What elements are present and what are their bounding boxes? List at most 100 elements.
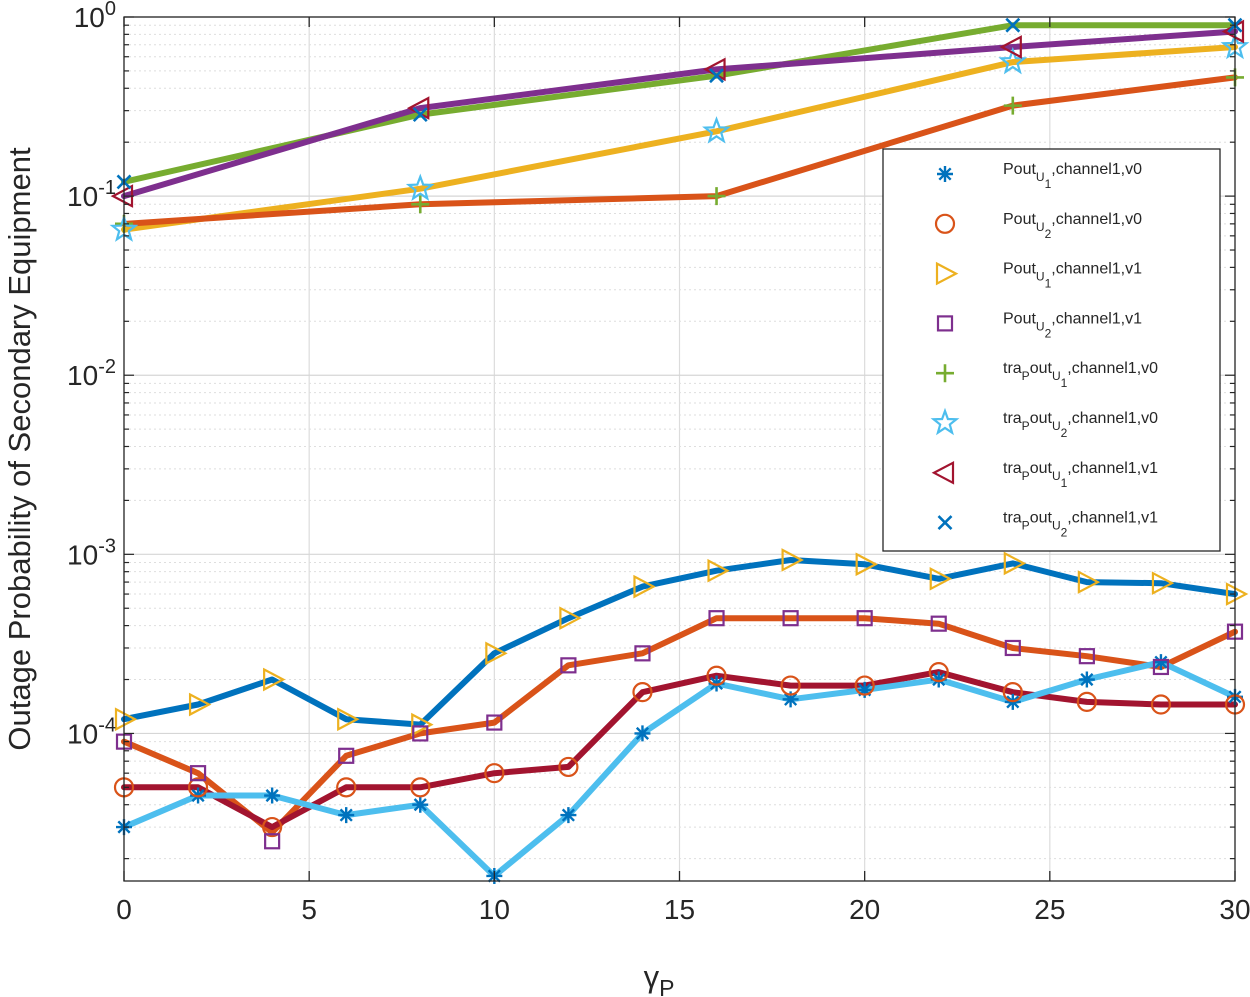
marker-star <box>405 173 435 201</box>
marker-square <box>264 833 281 850</box>
y-tick-label: 10-1 <box>67 177 116 212</box>
marker-triangle-right <box>633 574 656 599</box>
marker-square <box>930 615 947 632</box>
marker-circle <box>410 777 431 798</box>
x-tick-label: 0 <box>116 894 132 925</box>
marker-square <box>412 725 429 742</box>
y-axis-label: Outage Probability of Secondary Equipmen… <box>2 147 37 751</box>
legend-marker-plus <box>936 364 954 383</box>
marker-triangle-right <box>337 707 360 732</box>
marker-circle <box>336 777 357 798</box>
legend-marker-star <box>930 407 960 436</box>
series-line-low-blue <box>121 557 1238 728</box>
legend-label: PoutU1,channel1,v0 <box>1003 161 1142 191</box>
legend-label: traPoutU2,channel1,v1 <box>1003 510 1158 540</box>
legend-item: PoutU1,channel1,v1 <box>935 261 1142 291</box>
legend-label: traPoutU2,channel1,v0 <box>1003 410 1158 440</box>
legend-marker-triangle-right <box>935 261 959 286</box>
legend-item: PoutU2,channel1,v0 <box>934 211 1142 241</box>
marker-circle <box>187 777 209 798</box>
marker-triangle-right <box>485 641 508 666</box>
marker-star <box>702 116 731 144</box>
marker-triangle-right <box>559 606 582 631</box>
x-tick-label: 15 <box>664 894 695 925</box>
marker-triangle-right <box>188 692 212 717</box>
marker-triangle-right <box>929 566 953 591</box>
marker-square <box>560 657 577 674</box>
legend-marker-circle <box>934 213 956 234</box>
marker-asterisk <box>930 671 947 688</box>
marker-circle <box>1002 682 1023 703</box>
marker-triangle-left <box>999 35 1022 59</box>
legend-label: PoutU1,channel1,v1 <box>1003 261 1142 291</box>
marker-asterisk <box>634 725 651 742</box>
marker-plus <box>1003 96 1022 115</box>
series-line-high-yellow <box>121 44 1238 233</box>
y-tick-label: 100 <box>74 0 116 33</box>
x-axis-label-sub: P <box>659 975 674 997</box>
legend-label: PoutU2,channel1,v0 <box>1003 211 1142 241</box>
marker-square <box>189 765 207 782</box>
marker-circle <box>262 816 283 838</box>
x-tick-label: 10 <box>479 894 510 925</box>
marker-asterisk <box>560 807 577 824</box>
marker-asterisk <box>1078 671 1095 688</box>
marker-square <box>856 610 873 627</box>
legend-item: traPoutU2,channel1,v0 <box>930 407 1158 440</box>
marker-asterisk <box>338 807 355 824</box>
marker-asterisk <box>1152 654 1169 671</box>
marker-cross <box>412 107 428 123</box>
legend-item: PoutU2,channel1,v1 <box>936 310 1142 340</box>
series-markers <box>109 17 1250 884</box>
marker-triangle-right <box>114 707 138 732</box>
marker-triangle-right <box>1225 582 1249 606</box>
marker-asterisk <box>856 681 873 698</box>
marker-square <box>338 747 355 764</box>
marker-plus <box>707 187 726 206</box>
marker-triangle-right <box>1003 551 1027 576</box>
marker-cross <box>709 68 724 84</box>
marker-triangle-right <box>855 552 879 577</box>
x-axis-label-main: γ <box>644 959 660 994</box>
legend-marker-asterisk <box>937 166 953 182</box>
legend-item: traPoutU2,channel1,v1 <box>937 510 1158 540</box>
marker-asterisk <box>782 691 799 708</box>
marker-triangle-right <box>707 558 730 583</box>
series-line-low-orange <box>121 615 1238 836</box>
marker-circle <box>1076 691 1097 712</box>
legend-label: traPoutU1,channel1,v1 <box>1003 460 1158 490</box>
marker-square <box>1152 658 1170 676</box>
series-lines <box>121 22 1238 879</box>
marker-triangle-right <box>1151 571 1175 596</box>
x-tick-label: 30 <box>1219 894 1250 925</box>
marker-circle <box>854 675 875 696</box>
x-tick-label: 20 <box>849 894 880 925</box>
legend-box <box>882 148 1221 552</box>
x-tick-label: 5 <box>301 894 317 925</box>
marker-square <box>708 610 725 627</box>
marker-square <box>1078 648 1095 665</box>
legend: PoutU1,channel1,v0 PoutU2,channel1,v0 Pout… <box>882 148 1221 552</box>
x-axis-label: γP <box>644 959 675 997</box>
legend-marker-square <box>936 315 954 332</box>
legend-marker-cross <box>937 515 953 531</box>
y-axis-ticks: 10-4 10-3 10-2 10-1 100 <box>67 0 1235 860</box>
legend-label: traPoutU1,channel1,v0 <box>1003 360 1158 390</box>
marker-asterisk <box>708 675 725 692</box>
marker-triangle-right <box>263 667 286 692</box>
marker-square <box>782 610 799 627</box>
marker-circle <box>484 763 505 784</box>
y-tick-label: 10-3 <box>67 535 116 570</box>
legend-item: traPoutU1,channel1,v1 <box>931 460 1158 490</box>
legend-label: PoutU2,channel1,v1 <box>1003 310 1142 340</box>
marker-circle <box>928 662 949 683</box>
y-tick-label: 10-2 <box>67 356 116 391</box>
marker-square <box>1004 639 1021 657</box>
marker-triangle-right <box>1077 570 1101 594</box>
series-line-low-cyan <box>121 659 1238 879</box>
marker-circle <box>1150 694 1172 715</box>
legend-item: traPoutU1,channel1,v0 <box>936 360 1158 390</box>
y-tick-label: 10-4 <box>67 714 116 749</box>
marker-circle <box>632 682 653 703</box>
